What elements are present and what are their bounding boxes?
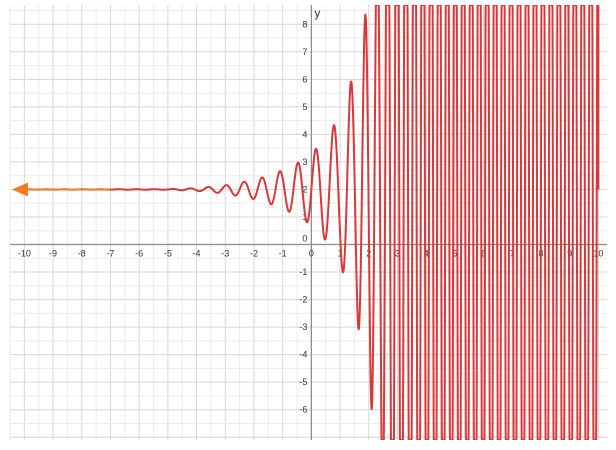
series-line bbox=[23, 5, 600, 440]
x-tick-label: 6 bbox=[481, 249, 486, 259]
x-tick-label: -3 bbox=[221, 249, 229, 259]
tick-labels: -10 -9 -8 -7 -6 -5 -4 -3 -2 -1 0 1 2 3 4 5 6 7 8 9 10-6-5-4-… bbox=[18, 19, 604, 414]
x-tick-label: 0 bbox=[309, 249, 314, 259]
x-tick-label: -1 bbox=[279, 249, 287, 259]
x-tick-label: 4 bbox=[424, 249, 429, 259]
y-axis-label: y bbox=[314, 6, 320, 20]
y-tick-label: 2 bbox=[302, 184, 307, 194]
x-tick-label: -8 bbox=[78, 249, 86, 259]
y-tick-label: -2 bbox=[299, 295, 307, 305]
y-tick-label: 3 bbox=[302, 157, 307, 167]
y-tick-label: 5 bbox=[302, 102, 307, 112]
y-tick-label: 8 bbox=[302, 19, 307, 29]
x-tick-label: 10 bbox=[593, 249, 603, 259]
x-tick-label: -2 bbox=[250, 249, 258, 259]
y-tick-label: -6 bbox=[299, 405, 307, 415]
x-tick-label: -5 bbox=[164, 249, 172, 259]
axes bbox=[10, 5, 607, 440]
y-tick-label-zero: 0 bbox=[302, 234, 307, 244]
x-tick-label: 3 bbox=[395, 249, 400, 259]
y-tick-label: -4 bbox=[299, 350, 307, 360]
x-tick-label: -10 bbox=[18, 249, 31, 259]
y-tick-label: -3 bbox=[299, 322, 307, 332]
x-tick-label: 5 bbox=[452, 249, 457, 259]
y-tick-label: 4 bbox=[302, 129, 307, 139]
left-arrow-icon bbox=[12, 182, 28, 197]
x-tick-label: -7 bbox=[106, 249, 114, 259]
x-tick-label: -4 bbox=[193, 249, 201, 259]
y-tick-label: -5 bbox=[299, 377, 307, 387]
y-tick-label: 6 bbox=[302, 74, 307, 84]
x-tick-label: -6 bbox=[135, 249, 143, 259]
y-tick-label: 7 bbox=[302, 47, 307, 57]
x-tick-label: -9 bbox=[49, 249, 57, 259]
y-tick-label: -1 bbox=[299, 267, 307, 277]
series bbox=[12, 5, 600, 440]
